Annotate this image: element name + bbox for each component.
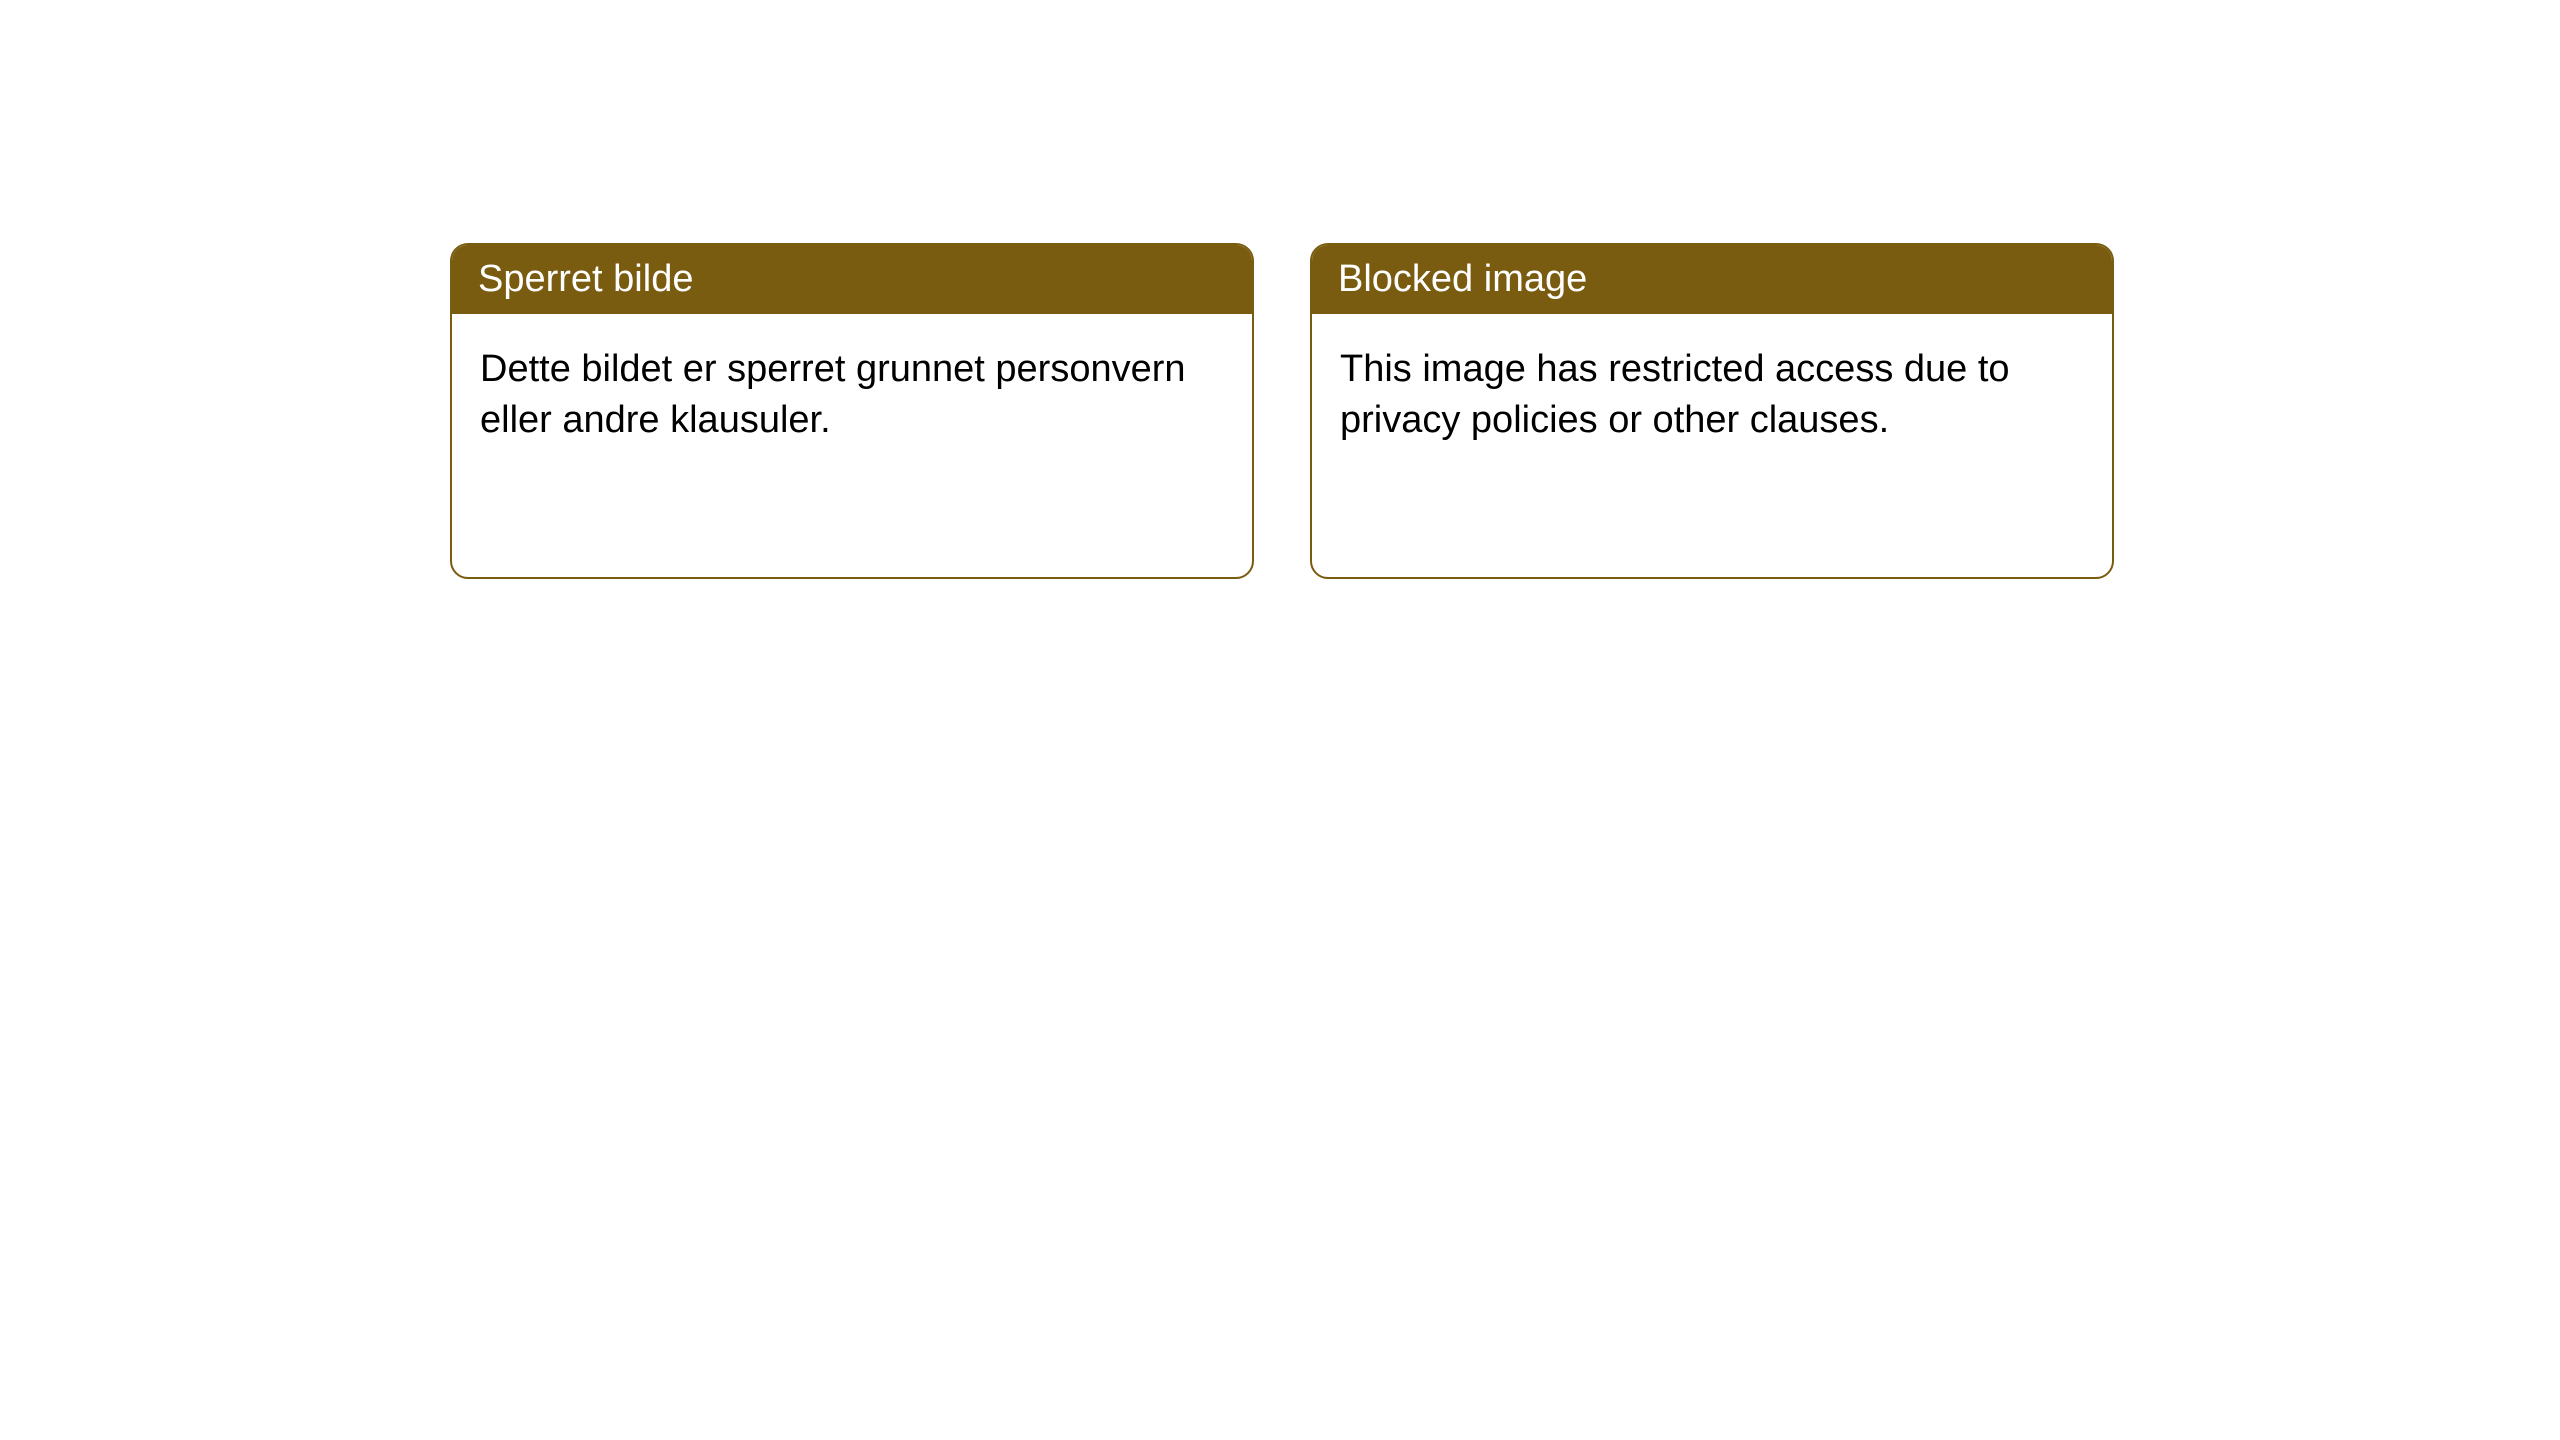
card-header: Sperret bilde [452, 245, 1252, 314]
card-header: Blocked image [1312, 245, 2112, 314]
card-title: Blocked image [1338, 258, 1587, 300]
card-title: Sperret bilde [478, 258, 693, 300]
notice-card-english: Blocked image This image has restricted … [1310, 243, 2114, 579]
card-body-text: This image has restricted access due to … [1340, 348, 2010, 441]
card-body-text: Dette bildet er sperret grunnet personve… [480, 348, 1186, 441]
card-body: Dette bildet er sperret grunnet personve… [452, 314, 1252, 477]
card-body: This image has restricted access due to … [1312, 314, 2112, 477]
notice-cards-container: Sperret bilde Dette bildet er sperret gr… [450, 243, 2114, 579]
notice-card-norwegian: Sperret bilde Dette bildet er sperret gr… [450, 243, 1254, 579]
